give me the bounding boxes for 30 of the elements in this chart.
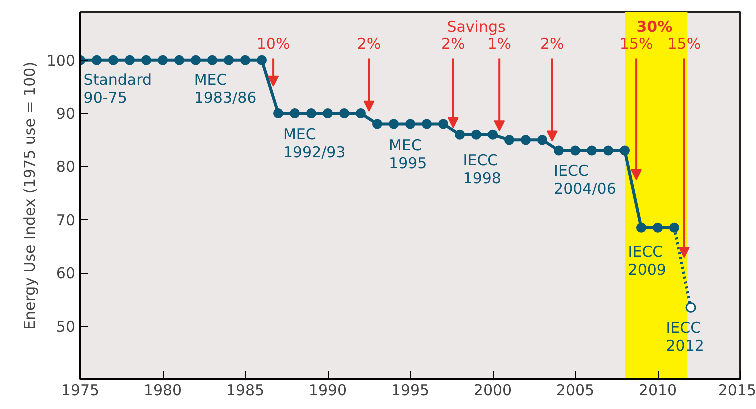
annotation: 10% xyxy=(256,34,290,53)
x-tick-label: 1995 xyxy=(391,382,430,400)
y-tick-label: 80 xyxy=(56,158,76,176)
y-tick-label: 50 xyxy=(56,318,76,336)
annotation: 2% xyxy=(442,34,466,53)
annotation: 2% xyxy=(540,34,564,53)
annotation: MEC 1992/93 xyxy=(283,125,346,162)
x-tick-label: 2005 xyxy=(556,382,595,400)
y-tick-label: 70 xyxy=(56,211,76,230)
annotation: IECC 2004/06 xyxy=(554,162,616,198)
annotation: 2% xyxy=(357,34,382,53)
annotation: 1% xyxy=(488,34,512,53)
y-axis-title: Energy Use Index (1975 use = 100) xyxy=(20,62,39,330)
annotation: MEC 1983/86 xyxy=(194,71,257,108)
annotation: MEC 1995 xyxy=(389,136,428,172)
y-tick-label: 100 xyxy=(46,52,76,70)
x-tick-label: 2000 xyxy=(474,382,512,400)
annotation: Standard 90-75 xyxy=(84,71,152,108)
annotation: Savings xyxy=(447,18,506,36)
x-tick-label: 2015 xyxy=(718,382,756,400)
y-tick-label: 60 xyxy=(56,264,76,283)
x-tick-label: 1990 xyxy=(308,382,348,400)
x-tick-label: 1980 xyxy=(144,382,182,400)
x-tick-label: 2010 xyxy=(638,382,678,400)
annotation: 30% xyxy=(636,18,673,36)
annotation: IECC 2009 xyxy=(628,242,666,279)
x-tick-label: 1985 xyxy=(226,382,265,400)
x-tick-label: 1975 xyxy=(61,382,100,400)
y-tick-label: 90 xyxy=(56,105,76,124)
annotation: IECC 1998 xyxy=(463,151,502,188)
